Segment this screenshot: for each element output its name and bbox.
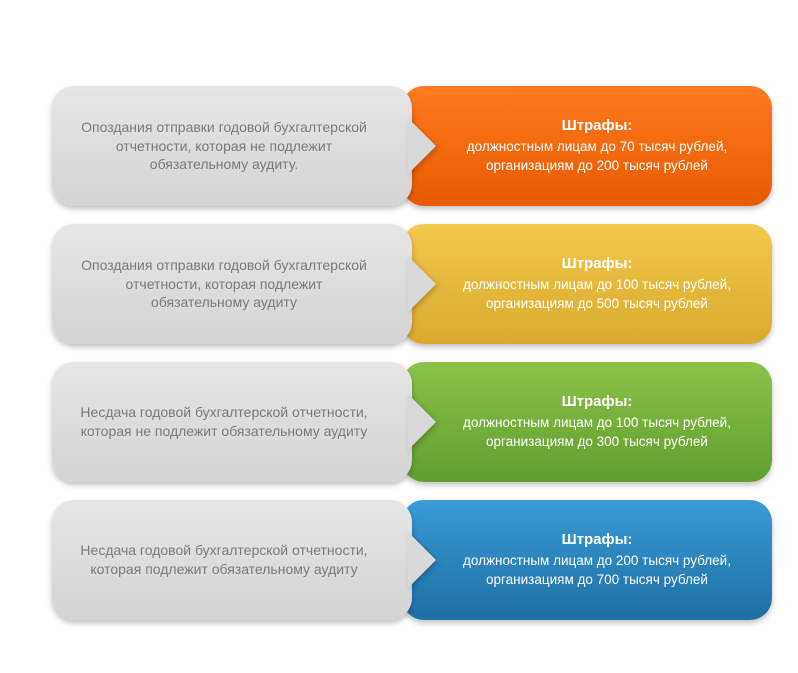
right-bubble: Штрафы: должностным лицам до 70 тысяч ру…: [402, 86, 772, 206]
right-body: должностным лицам до 70 тысяч рублей, ор…: [446, 138, 748, 174]
right-body: должностным лицам до 100 тысяч рублей, о…: [446, 414, 748, 450]
right-body: должностным лицам до 200 тысяч рублей, о…: [446, 552, 748, 588]
right-content: Штрафы: должностным лицам до 70 тысяч ру…: [446, 117, 748, 174]
right-bubble: Штрафы: должностным лицам до 100 тысяч р…: [402, 224, 772, 344]
right-content: Штрафы: должностным лицам до 100 тысяч р…: [446, 255, 748, 312]
left-bubble: Несдача годовой бухгалтерской отчетности…: [52, 500, 412, 620]
infographic-row: Опоздания отправки годовой бухгалтерской…: [52, 224, 772, 344]
right-title: Штрафы:: [446, 255, 748, 272]
right-content: Штрафы: должностным лицам до 200 тысяч р…: [446, 531, 748, 588]
right-title: Штрафы:: [446, 117, 748, 134]
right-title: Штрафы:: [446, 393, 748, 410]
right-bubble: Штрафы: должностным лицам до 200 тысяч р…: [402, 500, 772, 620]
infographic-container: Опоздания отправки годовой бухгалтерской…: [52, 86, 772, 638]
infographic-row: Несдача годовой бухгалтерской отчетности…: [52, 362, 772, 482]
left-bubble: Опоздания отправки годовой бухгалтерской…: [52, 224, 412, 344]
right-title: Штрафы:: [446, 531, 748, 548]
left-bubble: Несдача годовой бухгалтерской отчетности…: [52, 362, 412, 482]
left-text: Несдача годовой бухгалтерской отчетности…: [76, 403, 372, 441]
right-content: Штрафы: должностным лицам до 100 тысяч р…: [446, 393, 748, 450]
left-text: Несдача годовой бухгалтерской отчетности…: [76, 541, 372, 579]
right-bubble: Штрафы: должностным лицам до 100 тысяч р…: [402, 362, 772, 482]
left-bubble: Опоздания отправки годовой бухгалтерской…: [52, 86, 412, 206]
right-body: должностным лицам до 100 тысяч рублей, о…: [446, 276, 748, 312]
left-text: Опоздания отправки годовой бухгалтерской…: [76, 256, 372, 313]
left-text: Опоздания отправки годовой бухгалтерской…: [76, 118, 372, 175]
infographic-row: Несдача годовой бухгалтерской отчетности…: [52, 500, 772, 620]
infographic-row: Опоздания отправки годовой бухгалтерской…: [52, 86, 772, 206]
